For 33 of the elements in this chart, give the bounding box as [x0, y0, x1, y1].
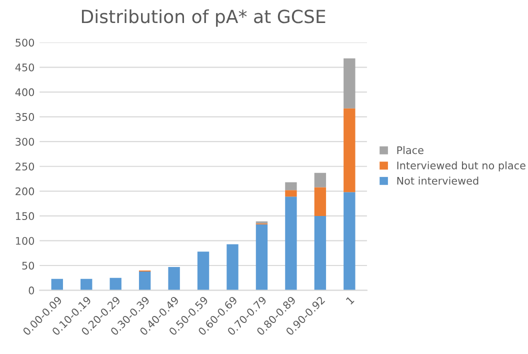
y-tick-label: 200 — [16, 187, 34, 196]
y-tick-label: 350 — [16, 113, 34, 121]
legend-label: Not interviewed — [397, 176, 478, 185]
legend-label: Interviewed but no place — [397, 161, 526, 172]
bar — [314, 187, 326, 216]
y-tick-label: 400 — [15, 88, 34, 96]
bar — [256, 224, 268, 290]
y-tick-label: 250 — [16, 162, 34, 170]
bar — [226, 244, 238, 290]
y-tick-label: 450 — [15, 63, 34, 72]
bar — [314, 216, 326, 290]
bar — [285, 196, 297, 290]
bar — [197, 252, 210, 290]
y-tick-label: 100 — [16, 236, 34, 245]
bar — [168, 266, 180, 290]
bar — [138, 271, 151, 290]
bar — [344, 192, 356, 290]
bar — [110, 278, 122, 290]
y-tick-label: 150 — [16, 212, 34, 220]
bar — [285, 190, 297, 197]
legend-label: Place — [397, 146, 424, 154]
chart-title: Distribution of pA* at GCSE — [82, 9, 326, 27]
bar — [314, 172, 326, 188]
y-tick-label: 300 — [16, 138, 34, 146]
bar — [51, 278, 63, 290]
x-tick-label: 1 — [346, 296, 354, 305]
bar — [80, 278, 92, 290]
bar — [344, 58, 356, 108]
y-tick-label: 50 — [22, 262, 34, 270]
y-tick-label: 0 — [28, 286, 34, 294]
y-tick-label: 500 — [16, 38, 34, 47]
bar — [344, 108, 356, 192]
bar — [285, 182, 297, 190]
